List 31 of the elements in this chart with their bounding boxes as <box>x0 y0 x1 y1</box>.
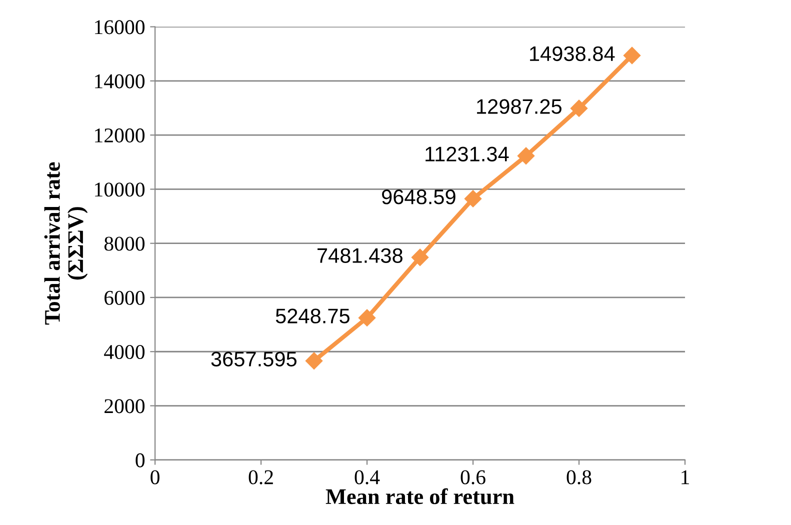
y-tick-label: 2000 <box>104 399 145 414</box>
point <box>517 147 535 164</box>
data-label: 12987.25 <box>477 99 562 114</box>
point <box>411 248 429 266</box>
data-label: 14938.84 <box>530 46 615 62</box>
point <box>623 46 641 64</box>
x-axis-title: Mean rate of return <box>326 488 514 504</box>
y-axis-title: Total arrival rate (ΣΣΣV) <box>44 162 88 325</box>
point <box>358 309 376 326</box>
data-label: 11231.34 <box>426 146 509 162</box>
data-label: 3657.595 <box>211 352 296 366</box>
point <box>570 100 588 117</box>
point <box>305 352 323 370</box>
y-tick-label: 12000 <box>95 128 145 142</box>
x-tick-label: 1 <box>682 470 689 484</box>
x-tick-label: 0.8 <box>566 470 592 484</box>
x-tick-label: 0.4 <box>354 470 380 484</box>
data-label: 5248.75 <box>276 308 350 324</box>
x-tick-label: 0 <box>150 470 160 484</box>
y-tick-label: 10000 <box>95 182 145 197</box>
y-tick-label: 16000 <box>95 20 145 34</box>
point <box>464 190 482 208</box>
data-label: 7481.438 <box>318 248 402 263</box>
y-tick-label: 6000 <box>104 290 145 305</box>
y-tick-label: 14000 <box>95 74 145 88</box>
y-tick-label: 0 <box>136 453 145 468</box>
y-tick-label: 8000 <box>104 236 145 251</box>
y-tick-label: 4000 <box>104 344 145 360</box>
x-tick-label: 0.2 <box>248 470 273 484</box>
data-label: 9648.59 <box>382 190 456 204</box>
x-tick-label: 0.6 <box>460 470 486 484</box>
